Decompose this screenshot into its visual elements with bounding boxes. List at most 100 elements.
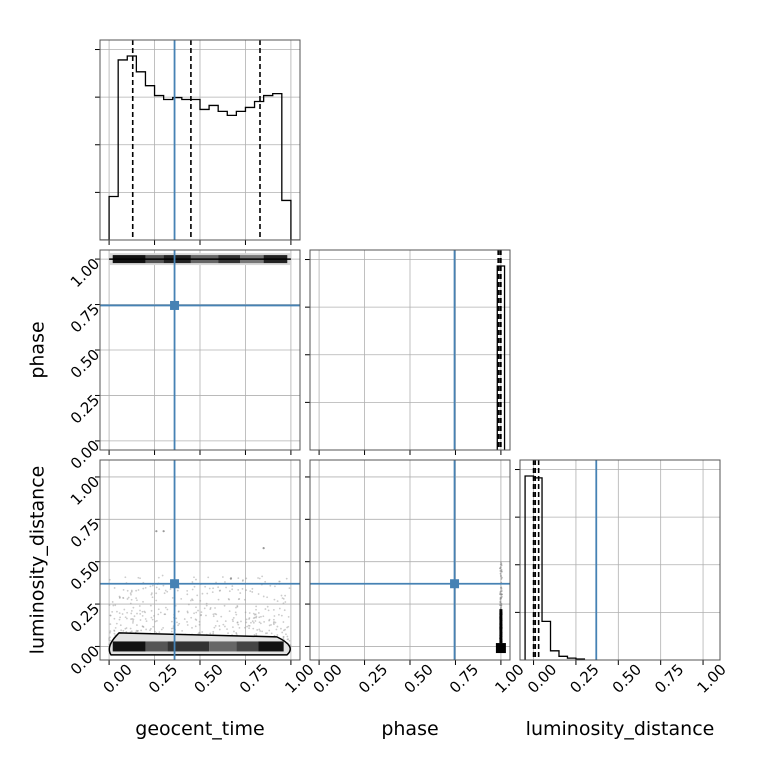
x-tick-label: 1.00 bbox=[491, 660, 527, 696]
sample-point bbox=[234, 611, 237, 614]
sample-point bbox=[108, 578, 111, 581]
sample-point bbox=[240, 620, 242, 623]
sample-point bbox=[221, 576, 224, 578]
sample-point bbox=[281, 597, 284, 600]
sample-point bbox=[251, 591, 254, 593]
sample-point bbox=[266, 596, 269, 599]
truth-marker bbox=[450, 579, 460, 589]
sample-point bbox=[129, 627, 132, 630]
sample-point bbox=[139, 619, 142, 621]
sample-point bbox=[124, 616, 127, 619]
sample-point bbox=[255, 633, 258, 635]
sample-point bbox=[126, 617, 128, 620]
sample-point bbox=[227, 598, 230, 600]
sample-point bbox=[190, 616, 193, 619]
sample-point bbox=[191, 588, 194, 591]
y-tick-label: 0.25 bbox=[67, 391, 103, 427]
sample-point bbox=[157, 576, 160, 579]
sample-point bbox=[149, 629, 151, 632]
sample-point bbox=[500, 569, 503, 571]
sample-point bbox=[139, 613, 142, 615]
sample-point bbox=[236, 621, 239, 624]
sample-point bbox=[237, 577, 240, 580]
sample-point bbox=[127, 596, 130, 599]
sample-point bbox=[241, 587, 244, 590]
sample-point bbox=[122, 588, 125, 591]
sample-point bbox=[178, 622, 181, 625]
sample-point bbox=[141, 610, 144, 613]
sample-point bbox=[149, 585, 152, 588]
sample-point bbox=[280, 594, 283, 597]
sample-point bbox=[245, 618, 248, 621]
panel-border bbox=[99, 39, 301, 241]
sample-point bbox=[109, 623, 112, 626]
sample-point bbox=[144, 611, 147, 614]
density-cell bbox=[499, 609, 503, 644]
sample-point bbox=[255, 605, 258, 608]
sample-point bbox=[113, 587, 116, 589]
sample-point bbox=[170, 630, 173, 633]
sample-point bbox=[126, 611, 129, 614]
sample-point bbox=[205, 614, 207, 617]
sample-point bbox=[193, 576, 195, 579]
sample-point bbox=[287, 638, 290, 641]
sample-point bbox=[132, 618, 135, 621]
sample-point bbox=[170, 627, 173, 630]
sample-point bbox=[136, 624, 138, 626]
sample-point bbox=[124, 627, 127, 630]
sample-point bbox=[140, 629, 143, 632]
sample-point bbox=[257, 612, 260, 614]
sample-point bbox=[144, 618, 147, 620]
sample-point bbox=[282, 602, 285, 605]
sample-point bbox=[274, 585, 276, 588]
sample-point bbox=[187, 603, 190, 606]
sample-point bbox=[198, 632, 201, 635]
sample-point bbox=[267, 609, 270, 612]
sample-point bbox=[249, 590, 252, 593]
sample-point bbox=[282, 636, 285, 639]
sample-point bbox=[285, 577, 288, 580]
sample-point bbox=[250, 621, 252, 624]
sample-point bbox=[272, 608, 275, 611]
sample-point bbox=[235, 606, 237, 609]
sample-point bbox=[272, 623, 275, 626]
sample-point bbox=[136, 612, 138, 615]
sample-point bbox=[252, 621, 255, 624]
x-axis-label-geocent-time: geocent_time bbox=[135, 718, 264, 740]
sample-point bbox=[231, 618, 234, 621]
sample-point bbox=[191, 581, 194, 583]
sample-point bbox=[180, 597, 183, 600]
sample-point bbox=[177, 624, 180, 627]
sample-point bbox=[258, 577, 261, 580]
sample-point bbox=[118, 618, 121, 621]
sample-point bbox=[258, 628, 261, 631]
y-axis-label-phase: phase bbox=[27, 321, 49, 378]
sample-point bbox=[255, 608, 257, 611]
sample-point bbox=[282, 637, 285, 640]
sample-point bbox=[222, 623, 225, 626]
sample-point bbox=[162, 627, 165, 629]
panel-border bbox=[309, 249, 511, 451]
sample-point bbox=[151, 584, 154, 587]
sample-point bbox=[261, 575, 264, 578]
sample-point bbox=[149, 604, 152, 607]
sample-point bbox=[152, 625, 155, 628]
sample-point bbox=[251, 587, 254, 590]
sample-point bbox=[218, 625, 221, 627]
sample-point bbox=[262, 547, 265, 550]
sample-point bbox=[262, 615, 265, 618]
y-tick-label: 1.00 bbox=[67, 255, 103, 291]
sample-point bbox=[259, 630, 262, 632]
sample-point bbox=[237, 589, 240, 591]
sample-point bbox=[118, 612, 121, 615]
sample-point bbox=[109, 636, 111, 639]
sample-point bbox=[155, 530, 158, 533]
sample-point bbox=[191, 626, 193, 629]
sample-point bbox=[231, 585, 234, 587]
sample-point bbox=[150, 616, 153, 619]
sample-point bbox=[224, 581, 226, 583]
sample-point bbox=[264, 608, 267, 610]
sample-point bbox=[268, 624, 271, 627]
density-cell bbox=[258, 641, 284, 652]
sample-point bbox=[109, 630, 112, 633]
